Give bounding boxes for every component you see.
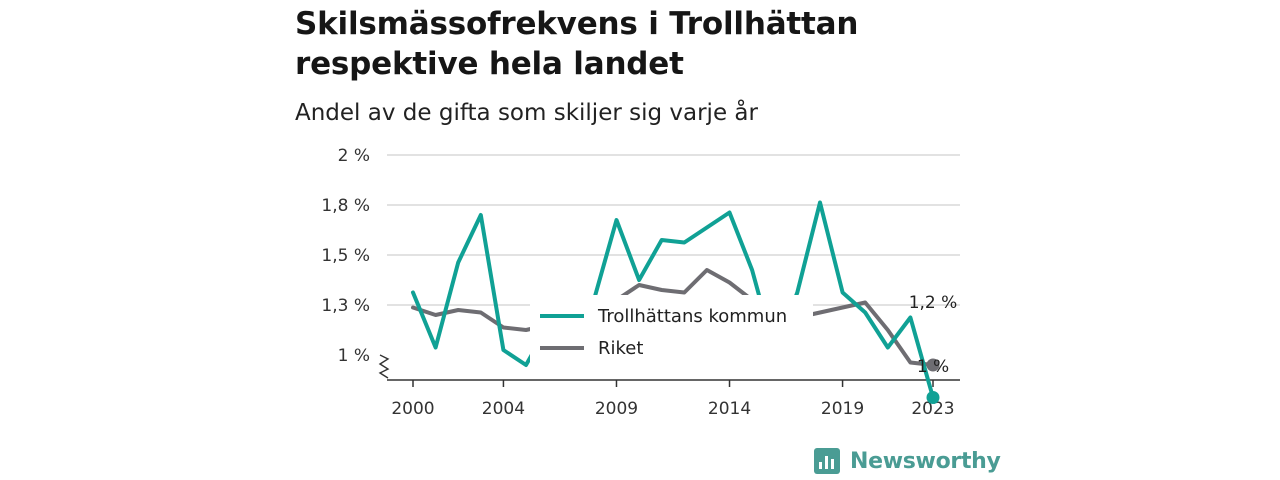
brand-logo: Newsworthy [814,446,1001,476]
legend-label: Trollhättans kommun [597,306,787,327]
end-marker-trollhattan [926,391,940,404]
x-tick-label: 2000 [391,399,434,419]
x-axis: 2000 2004 2009 2014 2019 2023 [378,354,960,419]
y-axis-ticks: 2 % 1,8 % 1,5 % 1,3 % 1 % [321,146,370,366]
legend: Trollhättans kommun Riket [530,295,813,363]
legend-background [530,295,813,363]
x-tick-label: 2014 [708,399,751,419]
series-lines [411,200,935,400]
legend-label: Riket [598,338,643,359]
end-label-trollhattan: 1 % [917,357,949,377]
x-tick-label: 2023 [911,399,954,419]
bar-chart-icon [814,448,840,474]
y-tick-label: 1 % [338,346,370,366]
y-tick-label: 2 % [338,146,370,166]
chart-subtitle: Andel av de gifta som skiljer sig varje … [295,100,758,126]
x-tick-label: 2004 [482,399,525,419]
end-labels: 1,2 % 1 % [909,293,958,404]
y-tick-label: 1,8 % [321,196,370,216]
x-tick-label: 2019 [821,399,864,419]
series-line-trollhattan [411,200,935,400]
end-label-riket: 1,2 % [909,293,958,313]
y-tick-label: 1,5 % [321,246,370,266]
x-tick-label: 2009 [595,399,638,419]
brand-name: Newsworthy [850,448,1001,474]
axis-break-icon [378,354,390,379]
end-marker-riket [926,358,940,372]
y-tick-label: 1,3 % [321,296,370,316]
chart-title: Skilsmässofrekvens i Trollhättan respekt… [295,6,859,82]
